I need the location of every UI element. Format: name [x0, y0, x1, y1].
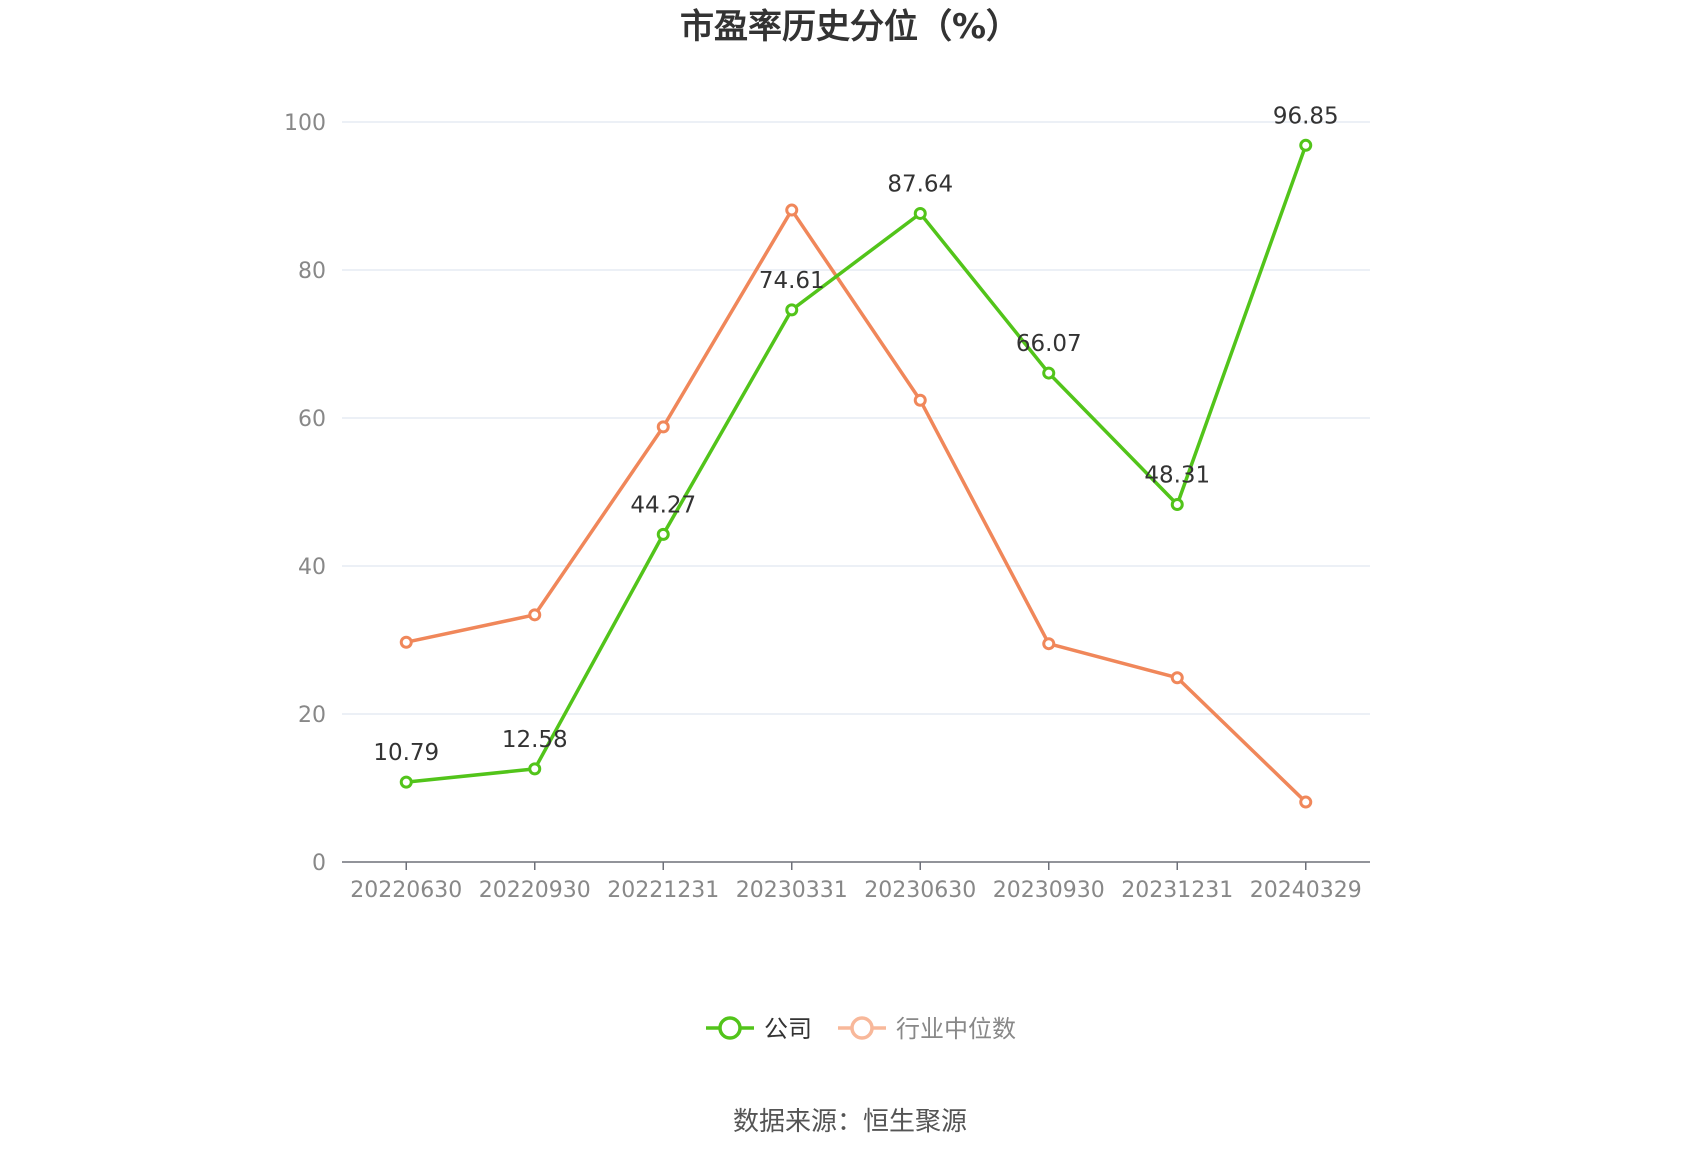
y-tick-label: 80	[298, 259, 326, 284]
data-label: 87.64	[887, 171, 953, 197]
y-tick-label: 20	[298, 703, 326, 728]
series-1-point	[399, 635, 413, 649]
data-labels: 10.79 12.58 44.27 74.61 87.64 66.07 48.31 96.85	[373, 103, 1338, 766]
data-label: 44.27	[630, 492, 696, 518]
series-1-point	[1170, 671, 1184, 685]
series-1-point	[656, 420, 670, 434]
source-text: 数据来源：恒生聚源	[733, 1107, 967, 1137]
y-tick-label: 100	[284, 111, 326, 136]
series-layer	[399, 138, 1313, 809]
legend-swatch-marker	[850, 1016, 874, 1040]
y-tick-label: 40	[298, 555, 326, 580]
series-0-point	[656, 527, 670, 541]
axes: 0 20 40 60 80 100 20220630 20220930 20221231 2023…	[284, 111, 1370, 903]
series-0-point	[1042, 366, 1056, 380]
data-label: 10.79	[373, 740, 439, 766]
grid-lines	[342, 121, 1370, 715]
series-1-point	[1042, 637, 1056, 651]
data-label: 12.58	[502, 727, 568, 753]
x-tick-label: 20230630	[864, 878, 976, 903]
series-1-point	[528, 608, 542, 622]
series-1-point	[1299, 795, 1313, 809]
x-tick-label: 20230331	[736, 878, 848, 903]
series-0-point	[399, 775, 413, 789]
x-tick-label: 20221231	[607, 878, 719, 903]
chart-title: 市盈率历史分位（%）	[680, 7, 1020, 47]
series-1-point	[785, 203, 799, 217]
data-label: 66.07	[1016, 331, 1082, 357]
series-0-point	[913, 206, 927, 220]
x-tick-label: 20220930	[479, 878, 591, 903]
legend-swatch-marker	[718, 1016, 742, 1040]
series-1-point	[913, 393, 927, 407]
legend[interactable]: 公司 行业中位数	[706, 1015, 1016, 1043]
legend-label: 公司	[764, 1015, 812, 1043]
series-line-1	[404, 208, 1308, 804]
data-label: 96.85	[1273, 103, 1339, 129]
series-0-point	[528, 762, 542, 776]
data-label: 48.31	[1144, 463, 1210, 489]
y-tick-label: 60	[298, 407, 326, 432]
x-tick-label: 20231231	[1121, 878, 1233, 903]
data-label: 74.61	[759, 268, 825, 294]
legend-label: 行业中位数	[896, 1015, 1016, 1043]
series-line-0	[404, 143, 1308, 784]
series-0-point	[1299, 138, 1313, 152]
x-tick-label: 20230930	[993, 878, 1105, 903]
x-tick-label: 20240329	[1250, 878, 1362, 903]
series-0-point	[785, 303, 799, 317]
x-tick-label: 20220630	[350, 878, 462, 903]
series-0-point	[1170, 498, 1184, 512]
y-tick-label: 0	[312, 851, 326, 876]
